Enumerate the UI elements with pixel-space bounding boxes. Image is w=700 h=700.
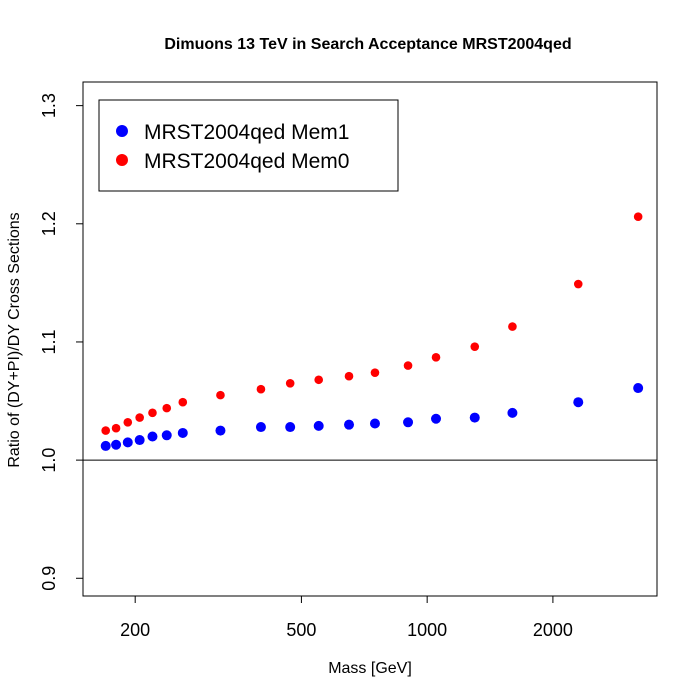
point-mem1	[122, 437, 133, 448]
point-mem1	[215, 425, 226, 436]
y-tick-label: 1.3	[39, 93, 59, 118]
point-mem1	[403, 417, 414, 428]
chart-title: Dimuons 13 TeV in Search Acceptance MRST…	[164, 36, 571, 53]
point-mem0	[123, 418, 133, 427]
legend-box	[98, 99, 399, 192]
x-axis: 200 500 1000 2000	[120, 596, 573, 640]
point-mem1	[469, 412, 480, 423]
point-mem0	[314, 375, 324, 385]
point-mem0	[344, 371, 354, 381]
legend-marker-mem0	[116, 154, 128, 166]
x-tick-label: 200	[120, 620, 150, 640]
y-axis: 0.9 1.0 1.1 1.2 1.3	[39, 93, 83, 591]
point-mem0	[162, 403, 172, 413]
data-points	[100, 212, 644, 451]
point-mem1	[431, 413, 442, 424]
point-mem1	[507, 407, 518, 418]
point-mem0	[470, 342, 480, 351]
legend-label-mem1: MRST2004qed Mem1	[144, 121, 349, 144]
point-mem0	[508, 322, 517, 331]
point-mem1	[633, 383, 644, 394]
x-tick-label: 1000	[407, 620, 447, 640]
plot-frame	[82, 81, 658, 597]
point-mem1	[111, 439, 122, 450]
point-mem0	[256, 384, 266, 394]
point-mem0	[178, 397, 188, 407]
point-mem1	[573, 397, 584, 408]
point-mem0	[633, 212, 643, 222]
x-axis-label: Mass [GeV]	[328, 660, 412, 677]
y-tick-label: 1.0	[39, 448, 59, 473]
point-mem0	[148, 408, 157, 418]
point-mem1	[161, 430, 172, 441]
point-mem1	[147, 431, 158, 442]
point-mem1	[255, 422, 266, 433]
x-tick-label: 2000	[533, 620, 573, 640]
point-mem0	[135, 413, 144, 422]
point-mem0	[403, 361, 413, 370]
point-mem0	[573, 279, 583, 289]
point-mem0	[216, 390, 225, 400]
y-tick-label: 1.1	[39, 329, 59, 354]
point-mem1	[313, 420, 324, 431]
y-tick-label: 1.2	[39, 211, 59, 236]
point-mem1	[100, 440, 111, 451]
point-mem1	[369, 418, 380, 429]
legend-label-mem0: MRST2004qed Mem0	[144, 150, 349, 173]
y-axis-label: Ratio of (DY+PI)/DY Cross Sections	[6, 212, 23, 467]
x-tick-label: 500	[286, 620, 316, 640]
point-mem1	[285, 422, 296, 433]
legend: MRST2004qed Mem1 MRST2004qed Mem0	[98, 99, 399, 192]
legend-marker-mem1	[116, 125, 128, 137]
point-mem0	[370, 368, 380, 377]
point-mem0	[285, 379, 295, 388]
y-tick-label: 0.9	[39, 566, 59, 591]
point-mem0	[101, 426, 111, 435]
point-mem0	[431, 353, 441, 362]
point-mem1	[177, 427, 188, 438]
point-mem1	[344, 419, 355, 430]
point-mem0	[111, 423, 121, 433]
point-mem1	[134, 435, 145, 446]
